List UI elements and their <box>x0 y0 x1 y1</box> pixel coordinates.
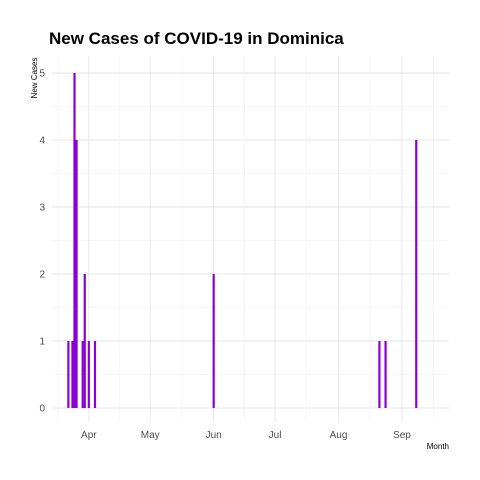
x-tick-label: Jun <box>206 430 222 441</box>
bar <box>384 341 387 408</box>
x-tick-label: Apr <box>81 430 97 441</box>
y-tick-label: 3 <box>39 203 45 214</box>
x-axis-title: Month <box>427 442 449 451</box>
bar <box>81 341 84 408</box>
bars <box>67 73 418 408</box>
chart-title: New Cases of COVID-19 in Dominica <box>49 29 344 48</box>
x-tick-label: Aug <box>330 430 348 441</box>
bar <box>67 341 70 408</box>
x-tick-label: May <box>141 430 160 441</box>
y-axis-title: New Cases <box>30 58 39 99</box>
y-tick-label: 2 <box>39 270 45 281</box>
bar <box>73 73 76 408</box>
y-tick-label: 4 <box>39 136 45 147</box>
bar <box>93 341 97 408</box>
grid <box>52 56 449 422</box>
x-tick-label: Jul <box>269 430 282 441</box>
bar <box>75 140 78 408</box>
y-tick-label: 5 <box>39 69 45 80</box>
bar <box>212 274 215 408</box>
bar <box>378 341 381 408</box>
y-tick-label: 0 <box>39 404 45 415</box>
y-tick-label: 1 <box>39 337 45 348</box>
tick-labels: 0 1 2 3 4 5 Apr May Jun Jul Aug Sep <box>39 69 411 442</box>
x-tick-label: Sep <box>393 430 411 441</box>
bar <box>87 341 90 408</box>
bar <box>415 140 418 408</box>
bar <box>83 274 86 408</box>
bar <box>71 341 74 408</box>
